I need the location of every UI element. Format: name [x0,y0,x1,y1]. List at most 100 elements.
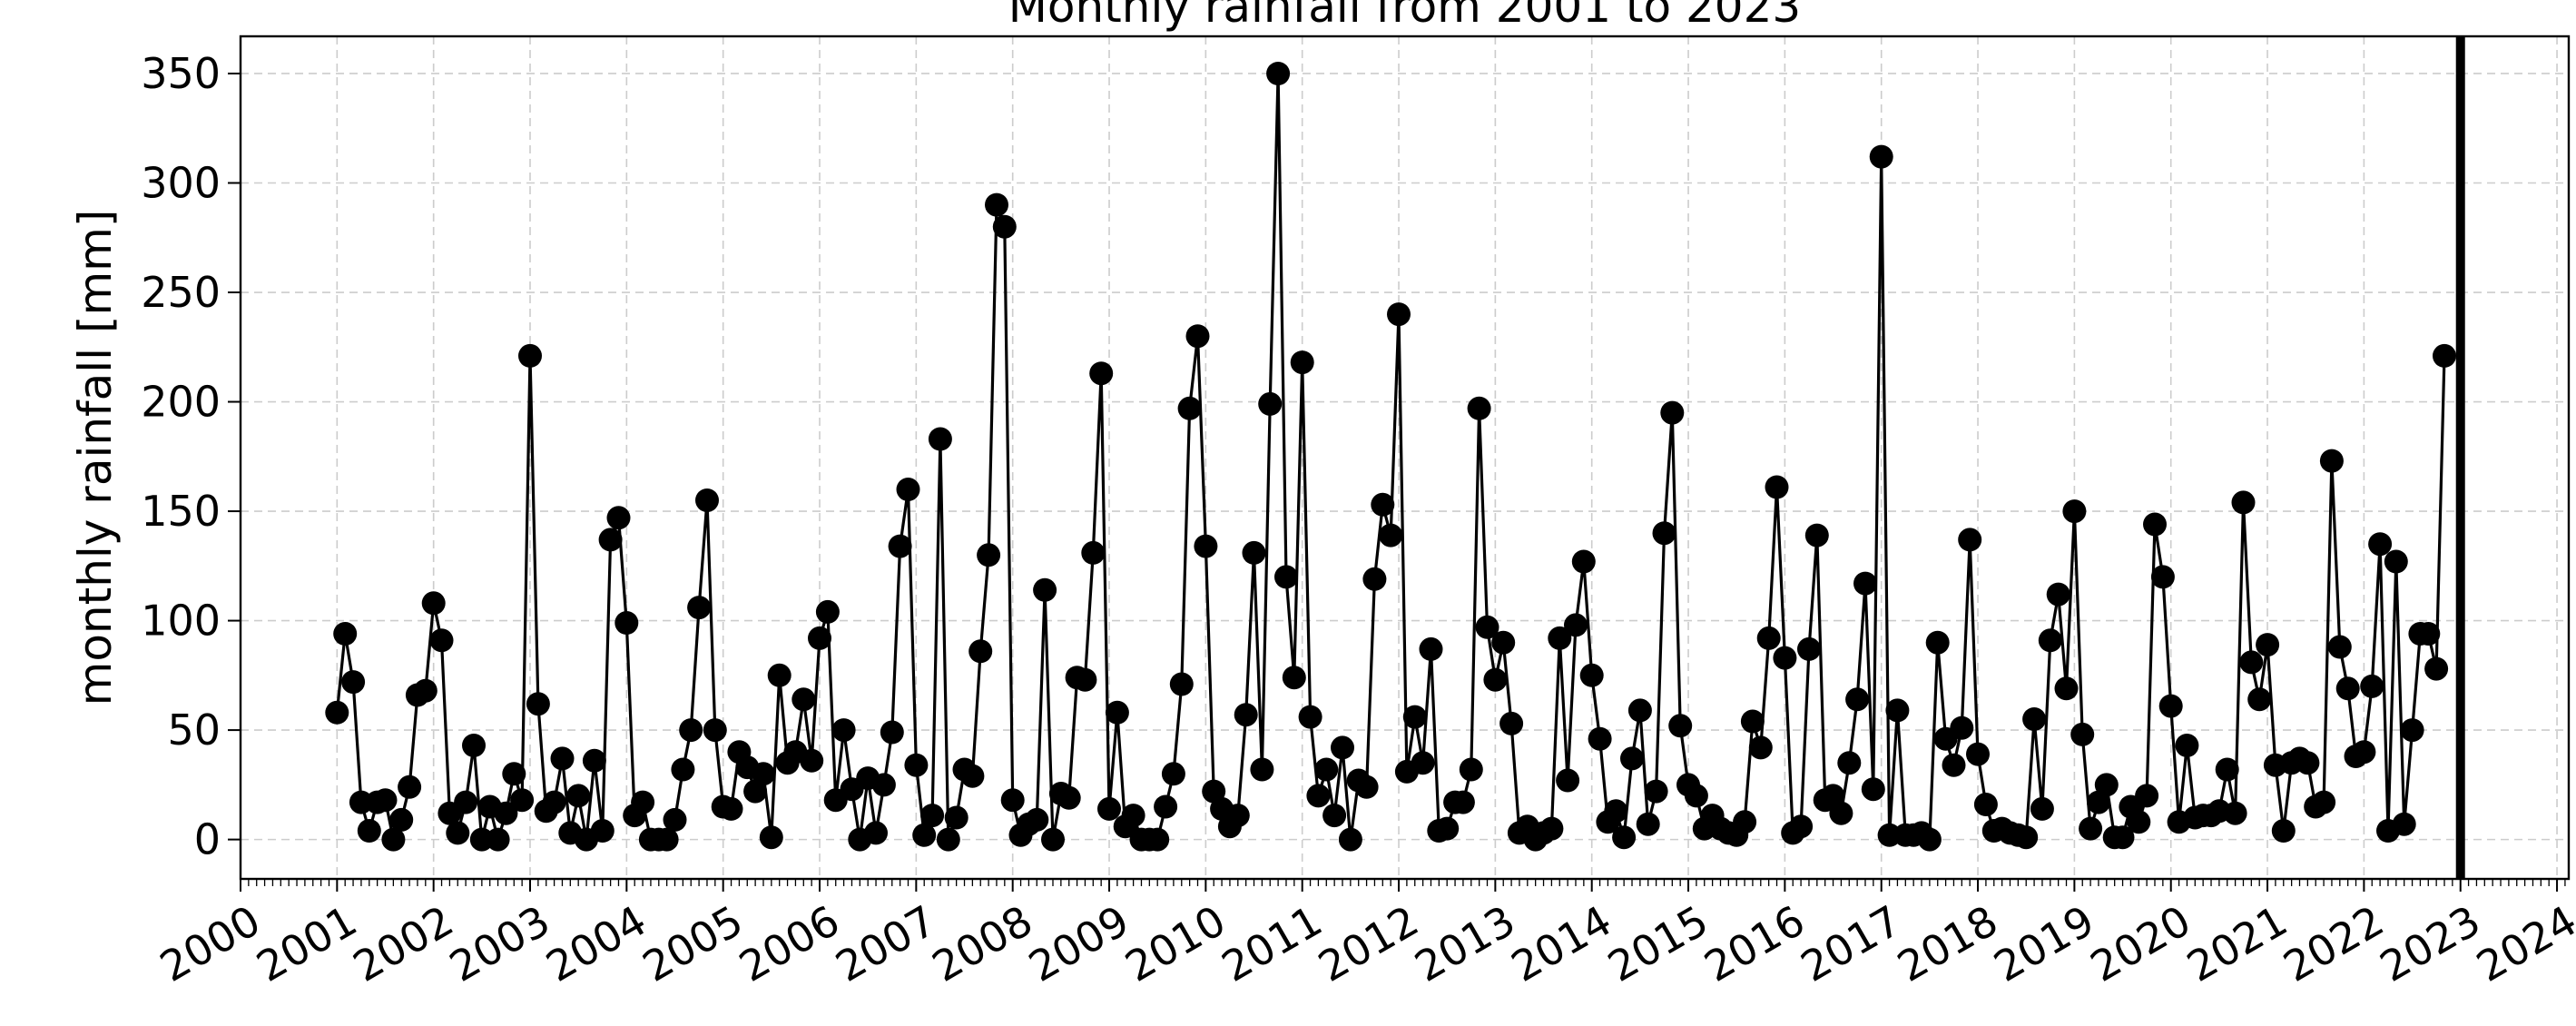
data-point [1105,700,1129,725]
data-point [2433,343,2456,368]
data-point [904,753,929,777]
data-point [1266,62,1291,85]
data-point [1950,715,1974,740]
data-point [2038,628,2062,653]
data-point [1829,801,1853,825]
data-point [542,790,566,814]
data-point [2296,751,2320,775]
data-point [2030,796,2054,821]
x-tick-label: 2004 [538,896,654,991]
data-point [1177,396,1202,420]
data-point [1154,794,1178,819]
data-point [1837,751,1862,775]
minor-tick-layer [248,879,2566,886]
data-point [1733,810,1757,834]
data-point [928,427,952,451]
data-point [325,700,349,725]
data-point [767,663,791,687]
data-point [1338,827,1362,852]
data-point [582,748,606,773]
data-point [446,821,470,845]
x-tick-label: 2000 [152,896,268,991]
data-point [1402,705,1427,729]
data-point [1379,523,1403,548]
x-tick-label: 2012 [1310,896,1426,991]
data-point [1467,396,1491,420]
data-point [2352,740,2376,765]
data-point [687,596,712,620]
data-point [1773,646,1797,670]
data-point [1797,636,1821,661]
x-tick-label: 2018 [1889,896,2005,991]
data-point [598,528,623,552]
data-point [1765,475,1789,499]
data-point [985,192,1008,217]
data-point [1298,705,1322,729]
data-point [880,720,904,745]
data-point [1282,666,1306,690]
data-point [1258,391,1283,416]
data-point [719,796,743,821]
data-point [413,678,438,703]
x-tick-label: 2019 [1986,896,2102,991]
series-layer [325,62,2456,852]
data-point [1314,757,1339,782]
data-point [373,788,398,813]
data-point [1185,324,1210,349]
data-point [1869,144,1893,169]
x-tick-label: 2016 [1696,896,1813,991]
x-tick-label: 2002 [345,896,461,991]
data-point [1612,825,1637,850]
data-point [615,611,639,635]
data-point [992,214,1017,239]
plot-area-frame [239,35,2571,881]
data-point [703,718,727,743]
x-tick-label: 2013 [1407,896,1523,991]
data-point [2135,784,2159,808]
data-point [679,718,703,743]
data-point [2416,622,2441,646]
y-tick-label: 300 [141,158,221,207]
data-point [1942,753,1966,777]
data-point [2046,582,2070,607]
data-point [1548,626,1572,650]
data-point [2231,490,2256,515]
y-tick-label: 200 [141,378,221,427]
data-point [791,687,816,712]
data-point [759,825,783,850]
x-tick-label: 2010 [1117,896,1234,991]
data-point [502,762,526,786]
x-tick-label: 2008 [924,896,1040,991]
data-point [1354,774,1379,799]
x-tick-label: 2015 [1599,896,1716,991]
data-point [2079,816,2103,841]
data-point [920,804,945,828]
data-point [1121,804,1145,828]
data-point [1588,726,1612,751]
data-point [2271,819,2296,843]
data-point [469,827,494,852]
data-point [743,779,768,804]
tick-layer: 0501001502002503003502000200120022003200… [141,49,2576,991]
data-point [1081,540,1106,565]
data-point [2327,635,2352,659]
x-tick-label: 2014 [1503,896,1619,991]
data-point [1756,626,1781,650]
data-point [896,478,920,501]
data-point [1331,735,1354,760]
data-point [1684,784,1708,808]
data-point [1025,807,1049,832]
data-point [936,827,960,852]
data-point [2360,674,2384,698]
data-point [550,746,575,771]
data-point [1885,698,1910,723]
data-point [654,827,679,852]
data-point [341,670,366,695]
data-point [510,788,535,813]
data-point [1627,698,1652,723]
data-point [1322,804,1347,828]
data-point [1491,630,1516,655]
data-point [1387,302,1411,327]
data-point [1571,549,1596,574]
